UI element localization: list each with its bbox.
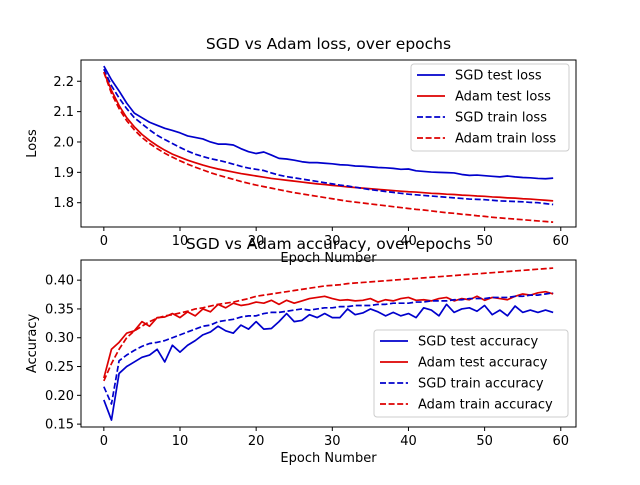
legend-entry-label: SGD train accuracy xyxy=(418,377,544,392)
plot-area-frame xyxy=(80,59,577,228)
x-axis-label: Epoch Number xyxy=(280,451,377,466)
y-tick-label: 0.30 xyxy=(45,331,74,346)
legend-entry-label: Adam train accuracy xyxy=(418,398,553,413)
series-line-sgd-train-accuracy xyxy=(103,291,554,405)
y-tick-label: 1.8 xyxy=(53,196,74,211)
y-tick-label: 1.9 xyxy=(53,166,74,181)
legend-entry-label: SGD train loss xyxy=(455,111,547,126)
x-tick-label: 10 xyxy=(172,434,189,449)
y-tick-label: 2.2 xyxy=(53,75,74,90)
x-tick-label: 30 xyxy=(324,434,341,449)
legend-entry-label: Adam train loss xyxy=(455,132,556,147)
x-tick-label: 20 xyxy=(248,434,265,449)
y-tick-label: 0.15 xyxy=(45,418,74,433)
legend-entry-label: SGD test accuracy xyxy=(418,335,539,350)
loss-chart: 0 10 20 30 40 50 60 1.8 1.9 2.0 2.1 2.2 Epoch Number… xyxy=(25,35,577,266)
x-tick-label: 50 xyxy=(476,434,493,449)
legend-box xyxy=(373,329,569,418)
x-tick-label: 20 xyxy=(248,234,265,249)
x-tick-label: 60 xyxy=(552,434,569,449)
series-line-sgd-test-accuracy xyxy=(103,303,554,421)
x-tick-label: 50 xyxy=(476,234,493,249)
x-tick-label: 40 xyxy=(400,434,417,449)
plot-area-frame xyxy=(80,259,577,428)
series-line-adam-train-loss xyxy=(103,71,554,223)
series-line-sgd-train-loss xyxy=(103,68,554,206)
series-line-adam-test-loss xyxy=(103,71,554,202)
y-tick-label: 2.1 xyxy=(53,105,74,120)
x-tick-label: 10 xyxy=(172,234,189,249)
x-tick-label: 0 xyxy=(100,234,108,249)
y-tick-label: 0.20 xyxy=(45,389,74,404)
series-line-adam-train-accuracy xyxy=(103,267,554,382)
x-tick-label: 0 xyxy=(100,434,108,449)
legend-entry-label: Adam test loss xyxy=(455,90,551,105)
legend-entry-label: Adam test accuracy xyxy=(418,356,548,371)
y-tick-label: 0.35 xyxy=(45,302,74,317)
y-tick-label: 0.40 xyxy=(45,274,74,289)
chart-title: SGD vs Adam loss, over epochs xyxy=(206,35,451,53)
series-line-sgd-test-loss xyxy=(103,65,554,180)
y-axis-label: Loss xyxy=(25,129,40,158)
x-tick-label: 60 xyxy=(552,234,569,249)
x-axis-label: Epoch Number xyxy=(280,251,377,266)
y-tick-label: 0.25 xyxy=(45,360,74,375)
series-line-adam-test-accuracy xyxy=(103,290,554,379)
accuracy-chart: 0 10 20 30 40 50 60 0.15 0.20 0.25 0.30 0.35 0.40 Epo… xyxy=(25,235,577,466)
legend-entry-label: SGD test loss xyxy=(455,69,542,84)
y-tick-label: 2.0 xyxy=(53,135,74,150)
chart-title: SGD vs Adam accuracy, over epochs xyxy=(186,235,471,253)
y-axis-label: Accuracy xyxy=(25,314,40,374)
x-tick-label: 40 xyxy=(400,234,417,249)
legend-box xyxy=(410,63,570,152)
x-tick-label: 30 xyxy=(324,234,341,249)
